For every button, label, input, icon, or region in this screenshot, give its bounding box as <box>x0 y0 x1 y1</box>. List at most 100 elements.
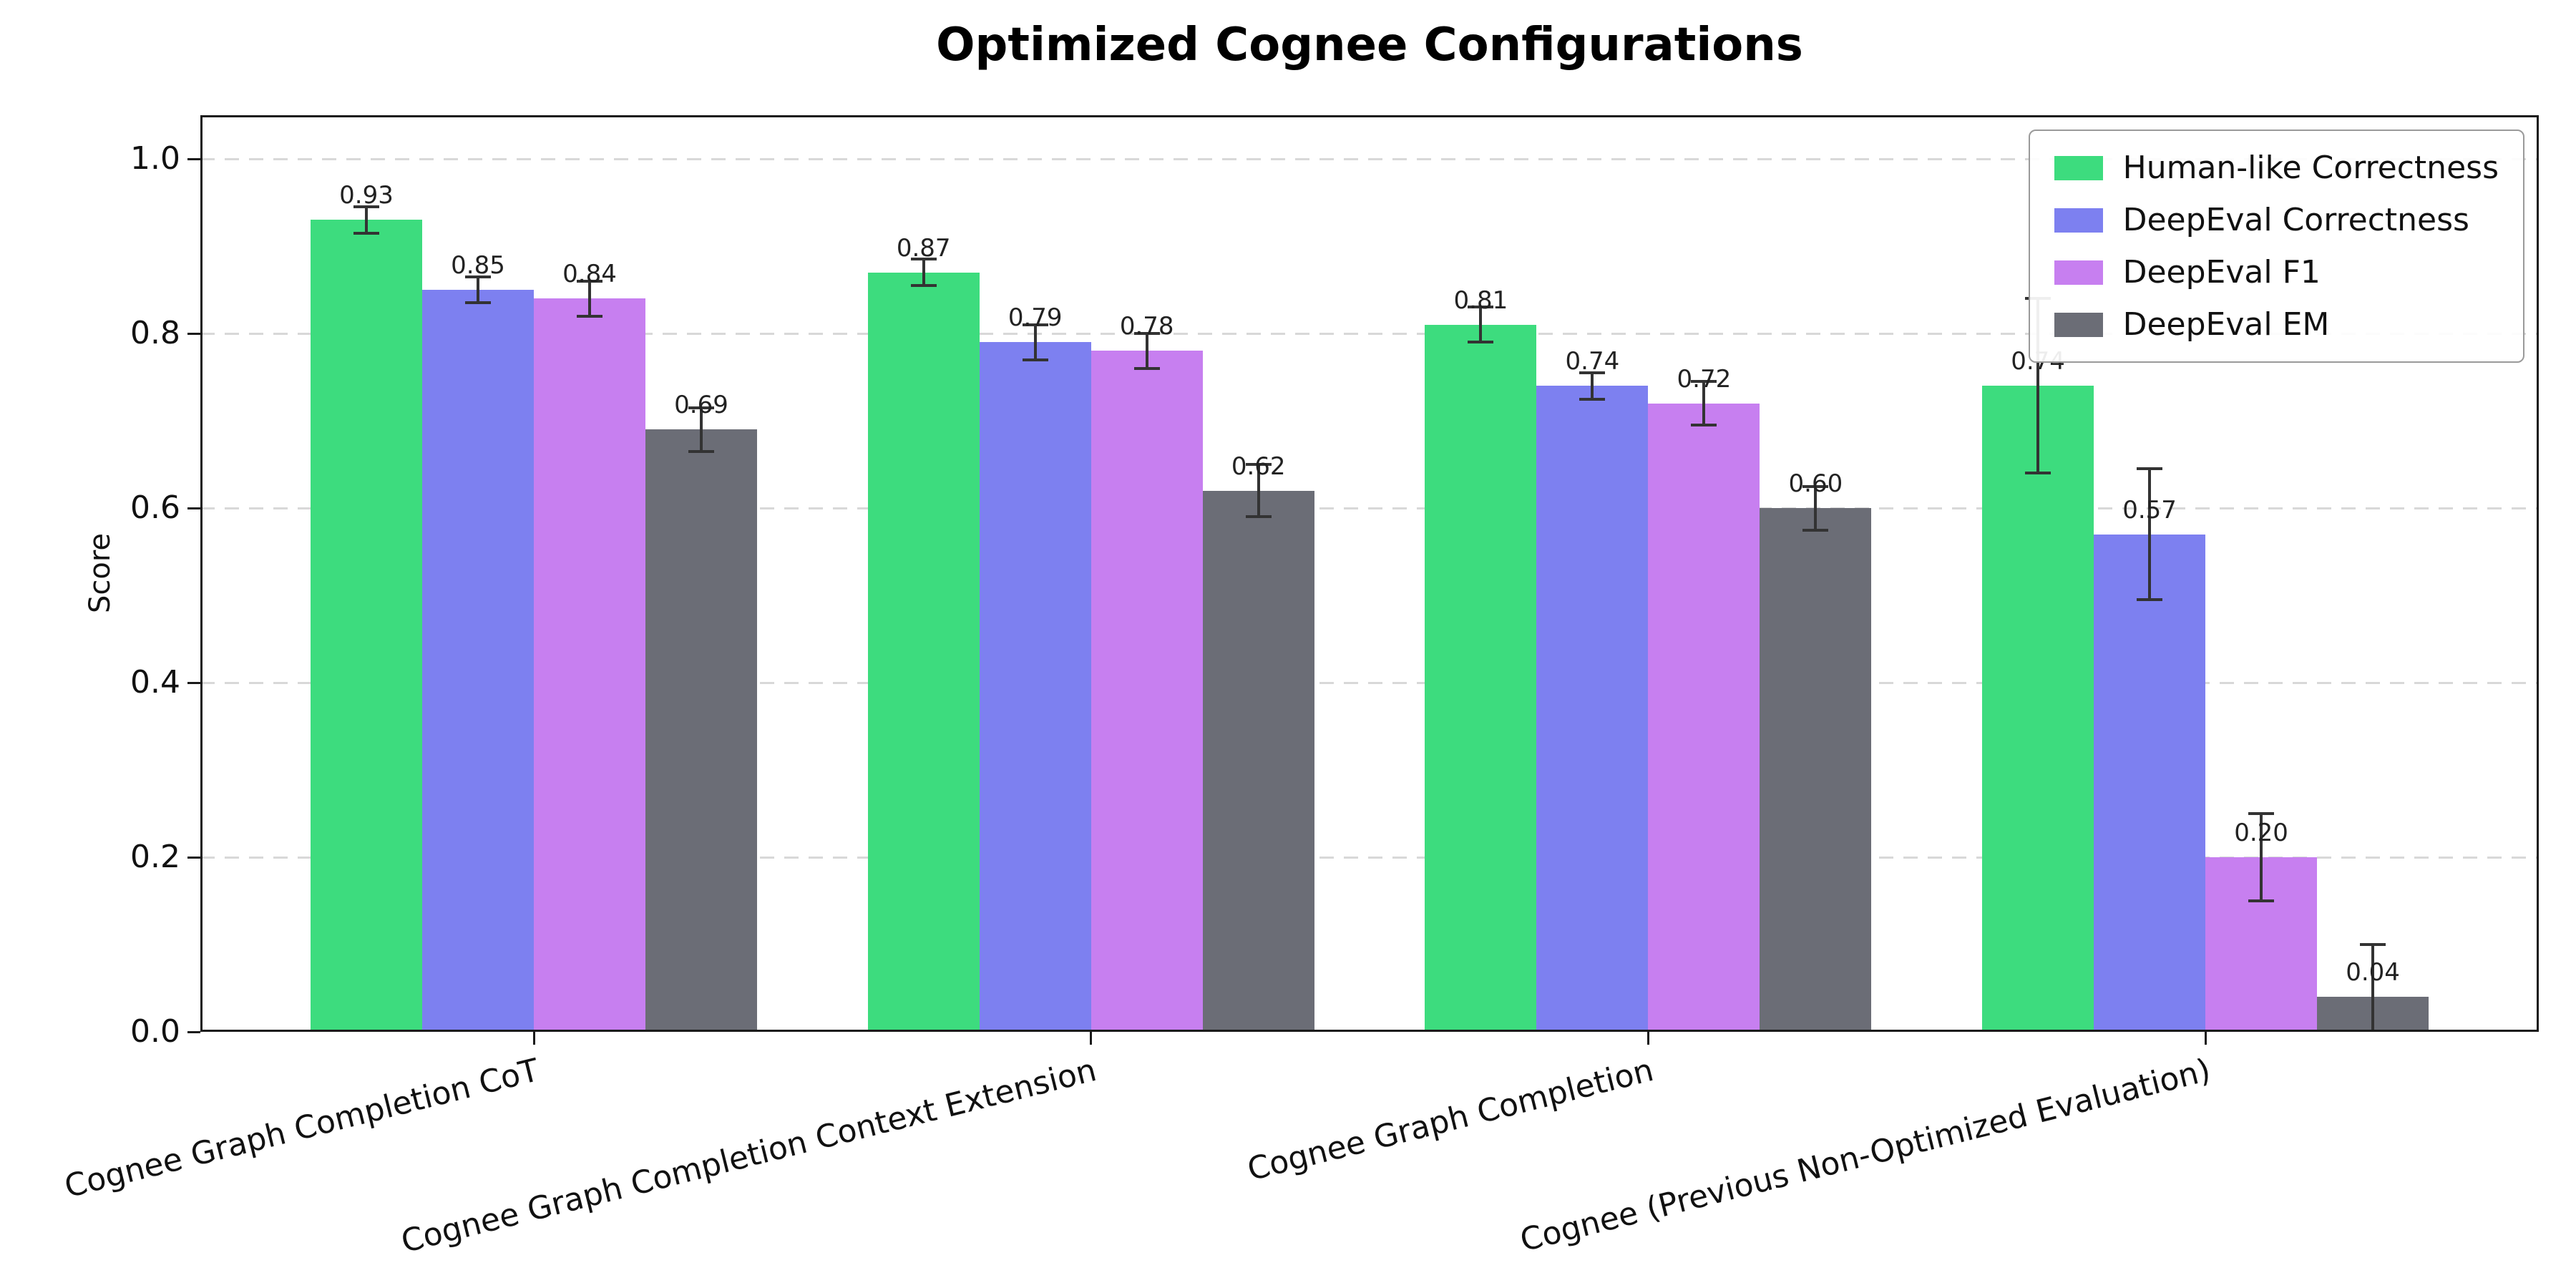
error-bar-cap-bottom <box>2025 472 2051 475</box>
legend-item: DeepEval F1 <box>2054 254 2499 291</box>
bar-value-label: 0.87 <box>896 233 951 263</box>
error-bar <box>1033 324 1037 360</box>
legend-swatch <box>2054 208 2103 233</box>
error-bar-cap-bottom <box>1468 341 1494 344</box>
legend-label: DeepEval Correctness <box>2122 202 2469 238</box>
error-bar-cap-top <box>465 275 491 278</box>
error-bar <box>2260 814 2263 901</box>
error-bar <box>1702 381 1706 426</box>
error-bar-cap-bottom <box>910 283 937 287</box>
x-tick-mark <box>1646 1032 1649 1045</box>
y-tick-mark <box>187 1030 200 1033</box>
x-tick-mark <box>2204 1032 2207 1045</box>
error-bar-cap-top <box>1022 323 1048 326</box>
bar-value-label: 0.62 <box>1231 452 1286 481</box>
bar-value-label: 0.74 <box>1565 347 1620 376</box>
legend-swatch <box>2054 260 2103 285</box>
legend-label: DeepEval F1 <box>2122 254 2321 291</box>
error-bar-cap-bottom <box>1245 515 1272 519</box>
error-bar-cap-top <box>577 279 602 283</box>
error-bar-cap-bottom <box>1022 358 1048 361</box>
error-bar-cap-bottom <box>1691 424 1717 427</box>
bar <box>534 298 645 1032</box>
error-bar-cap-top <box>1133 332 1160 335</box>
bar-value-label: 0.04 <box>2346 958 2400 987</box>
error-bar-cap-top <box>1468 306 1494 309</box>
error-bar <box>1257 464 1260 517</box>
bar-value-label: 0.72 <box>1677 364 1732 394</box>
x-tick-mark <box>532 1032 535 1045</box>
bar-value-label: 0.84 <box>562 260 617 289</box>
bar-value-label: 0.81 <box>1453 286 1508 315</box>
x-tick-label: Cognee Graph Completion CoT <box>61 1052 543 1206</box>
error-bar <box>588 280 591 316</box>
error-bar <box>2148 469 2152 600</box>
error-bar-cap-bottom <box>688 449 714 453</box>
bar <box>1982 386 2094 1032</box>
y-tick-label: 0.6 <box>130 489 180 526</box>
y-axis-title: Score <box>84 532 117 614</box>
error-bar-cap-top <box>910 258 937 261</box>
error-bar-cap-bottom <box>353 231 379 235</box>
error-bar-cap-top <box>2248 812 2275 815</box>
y-tick-mark <box>187 332 200 335</box>
gridline <box>200 157 2539 160</box>
bar <box>1648 403 1760 1032</box>
error-bar-cap-bottom <box>577 314 602 318</box>
legend-swatch <box>2054 312 2103 337</box>
error-bar-cap-top <box>1579 371 1606 374</box>
bar <box>1536 386 1649 1032</box>
y-tick-label: 0.2 <box>130 839 180 875</box>
legend-item: DeepEval EM <box>2054 306 2499 343</box>
bar <box>979 342 1091 1032</box>
legend: Human-like Correctness DeepEval Correctne… <box>2028 130 2524 363</box>
legend-swatch <box>2054 155 2103 180</box>
x-tick-label: Cognee Graph Completion <box>1244 1052 1657 1189</box>
y-tick-label: 0.0 <box>130 1013 180 1050</box>
error-bar-cap-top <box>688 406 714 409</box>
error-bar-cap-top <box>353 205 379 209</box>
error-bar-cap-top <box>1691 380 1717 384</box>
y-tick-label: 0.4 <box>130 664 180 701</box>
error-bar <box>922 259 925 286</box>
error-bar <box>365 207 368 233</box>
bar <box>2094 534 2206 1032</box>
error-bar-cap-bottom <box>1802 528 1829 532</box>
error-bar <box>2036 298 2040 474</box>
bar-value-label: 0.79 <box>1008 303 1063 333</box>
error-bar-cap-bottom <box>2137 598 2163 602</box>
error-bar <box>477 276 479 303</box>
error-bar <box>700 407 703 452</box>
error-bar-cap-bottom <box>2248 899 2275 902</box>
bar-value-label: 0.85 <box>451 251 505 280</box>
error-bar-cap-top <box>1245 463 1272 466</box>
bar-value-label: 0.20 <box>2234 819 2288 847</box>
error-bar <box>1814 486 1818 530</box>
y-tick-label: 0.8 <box>130 315 180 351</box>
chart-title: Optimized Cognee Configurations <box>936 19 1803 72</box>
y-tick-mark <box>187 856 200 859</box>
bar-value-label: 0.69 <box>674 391 728 420</box>
bar <box>311 220 422 1032</box>
gridline <box>200 856 2539 859</box>
bar <box>422 290 534 1032</box>
bar-value-label: 0.78 <box>1119 312 1174 341</box>
bar <box>867 272 980 1032</box>
y-tick-mark <box>187 507 200 509</box>
y-tick-mark <box>187 157 200 160</box>
error-bar <box>2371 945 2375 1032</box>
error-bar <box>1591 372 1594 399</box>
gridline <box>200 681 2539 684</box>
error-bar-cap-top <box>1802 484 1829 488</box>
bar <box>1202 490 1314 1032</box>
bar <box>1091 351 1203 1032</box>
gridline <box>200 507 2539 509</box>
legend-label: Human-like Correctness <box>2122 150 2499 186</box>
bar <box>645 429 757 1032</box>
gridline <box>200 332 2539 335</box>
error-bar <box>1145 333 1148 369</box>
legend-item: Human-like Correctness <box>2054 150 2499 186</box>
error-bar-cap-top <box>2137 467 2163 471</box>
legend-item: DeepEval Correctness <box>2054 202 2499 238</box>
